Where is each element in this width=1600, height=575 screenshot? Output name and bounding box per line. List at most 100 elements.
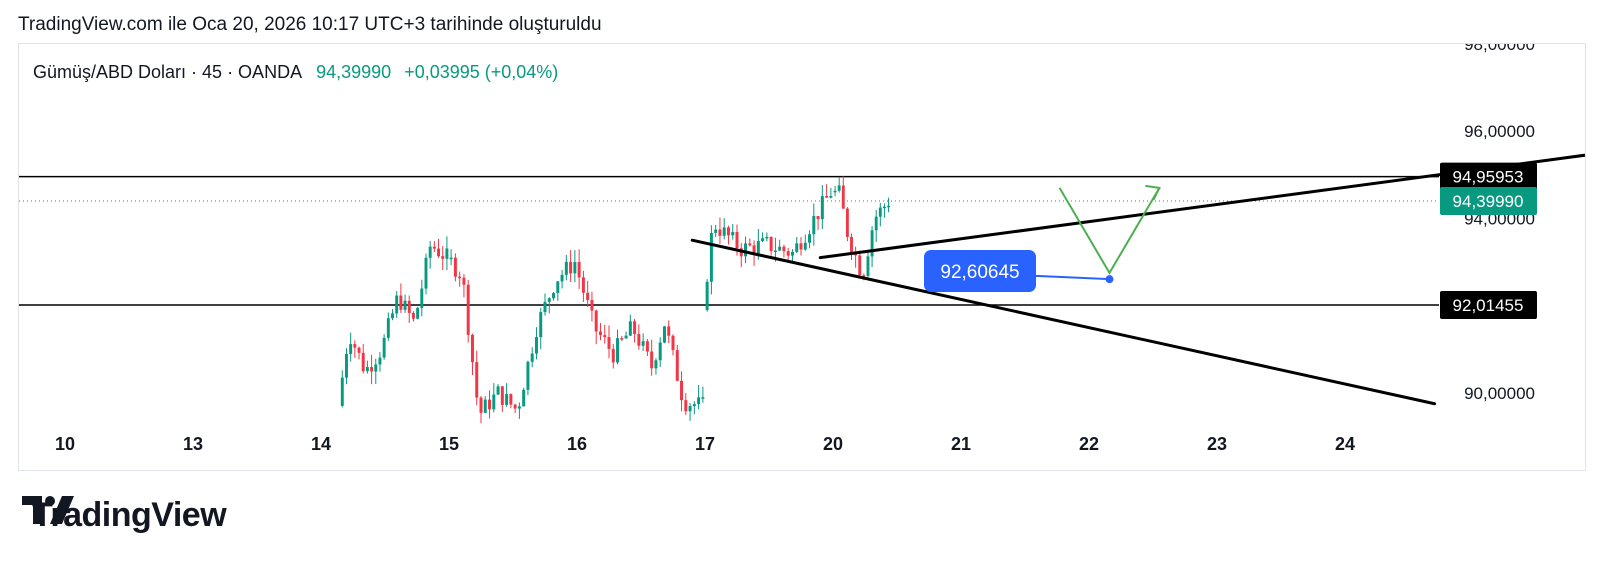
candle-body (594, 310, 598, 332)
time-tick-label: 14 (311, 434, 331, 454)
horizontal-levels (19, 175, 1439, 306)
candle-body (667, 326, 671, 336)
candle-body (680, 380, 684, 401)
candle-body (866, 256, 870, 277)
candle-body (887, 205, 890, 208)
candle-body (420, 288, 424, 308)
time-tick-label: 23 (1207, 434, 1227, 454)
candle-body (543, 301, 547, 313)
candle-body (882, 206, 886, 209)
price-change-label: +0,03995 (+0,04%) (404, 62, 559, 82)
candle-body (637, 333, 641, 346)
candle-body (340, 377, 344, 406)
candle-body (466, 284, 470, 335)
candle-body (878, 207, 882, 217)
price-tag (1440, 186, 1537, 215)
candle-body (874, 216, 878, 231)
candle-body (449, 257, 453, 260)
candle-body (534, 337, 538, 354)
candle-body (374, 364, 378, 372)
pattern-drawing (1058, 184, 1161, 275)
candle-body (391, 313, 394, 319)
pattern-arrow-line (1058, 187, 1161, 275)
time-tick-label: 16 (567, 434, 587, 454)
candle-body (714, 229, 718, 233)
candle-body (432, 246, 436, 249)
candle-body (790, 251, 794, 256)
candle-body (483, 399, 487, 413)
candle-body (378, 357, 382, 365)
candle-body (411, 312, 415, 319)
candle-body (845, 208, 849, 237)
price-annotation: 92,60645 (923, 250, 1114, 292)
candle-body (645, 341, 649, 352)
candle-body (769, 236, 773, 252)
candle-body (462, 277, 466, 285)
price-tag (1440, 290, 1537, 319)
candle-body (399, 295, 403, 310)
candle-body (641, 341, 645, 346)
candle-body (395, 295, 399, 314)
annotation-label: 92,60645 (940, 262, 1019, 283)
candle-body (522, 389, 526, 407)
time-tick-label: 10 (55, 434, 75, 454)
chart-canvas[interactable]: 92,60645 98,0000096,0000094,0000090,0000… (19, 44, 1586, 471)
candle-body (650, 351, 654, 369)
candle-body (731, 231, 735, 236)
candle-body (496, 386, 500, 395)
candle-body (778, 246, 782, 251)
candle-body (530, 353, 534, 362)
candle-body (825, 196, 829, 198)
price-tag-label: 94,95953 (1453, 168, 1524, 187)
candle-body (620, 338, 624, 340)
candle-body (416, 307, 420, 319)
time-tick-label: 22 (1079, 434, 1099, 454)
candle-body (692, 404, 696, 407)
candle-body (709, 232, 713, 282)
candle-body (624, 335, 628, 339)
candle-body (684, 400, 688, 412)
candle-body (370, 367, 374, 372)
candles (340, 176, 890, 424)
candle-body (858, 255, 862, 276)
candle-body (812, 216, 816, 235)
candle-body (675, 350, 679, 381)
candle-body (556, 281, 560, 293)
candle-body (862, 275, 866, 277)
candle-body (492, 394, 496, 410)
candle-body (701, 397, 705, 399)
candle-body (841, 185, 845, 209)
annotation-box (924, 250, 1036, 292)
candle-body (586, 292, 590, 300)
candle-body (773, 250, 777, 252)
candle-body (564, 261, 568, 275)
candle-body (505, 394, 509, 405)
candle-body (607, 337, 611, 349)
candle-body (744, 243, 748, 257)
candle-body (445, 248, 449, 259)
candle-body (547, 298, 551, 302)
trendline-lower (690, 238, 1437, 406)
candle-body (854, 253, 858, 256)
candle-body (782, 246, 786, 252)
time-axis: 10 13 14 15 16 17 20 21 22 23 24 (55, 434, 1355, 454)
candle-body (407, 300, 411, 313)
annotation-anchor-dot (1105, 275, 1114, 284)
candle-body (345, 353, 348, 378)
candle-body (722, 227, 726, 236)
candle-body (808, 234, 812, 243)
candle-body (795, 243, 799, 252)
candle-body (361, 352, 365, 372)
candle-body (458, 276, 462, 279)
candle-body (509, 394, 513, 405)
time-tick-label: 17 (695, 434, 715, 454)
candle-body (365, 367, 369, 372)
symbol-label: Gümüş/ABD Doları · 45 · OANDA (33, 62, 302, 82)
candle-body (752, 245, 756, 254)
chart-panel[interactable]: 92,60645 98,00000 96,00000 94,00000 90,0000… (18, 43, 1586, 471)
candle-body (799, 243, 803, 250)
candle-body (569, 261, 573, 274)
candle-body (756, 241, 760, 254)
candle-body (748, 243, 752, 246)
trendlines (690, 153, 1585, 406)
